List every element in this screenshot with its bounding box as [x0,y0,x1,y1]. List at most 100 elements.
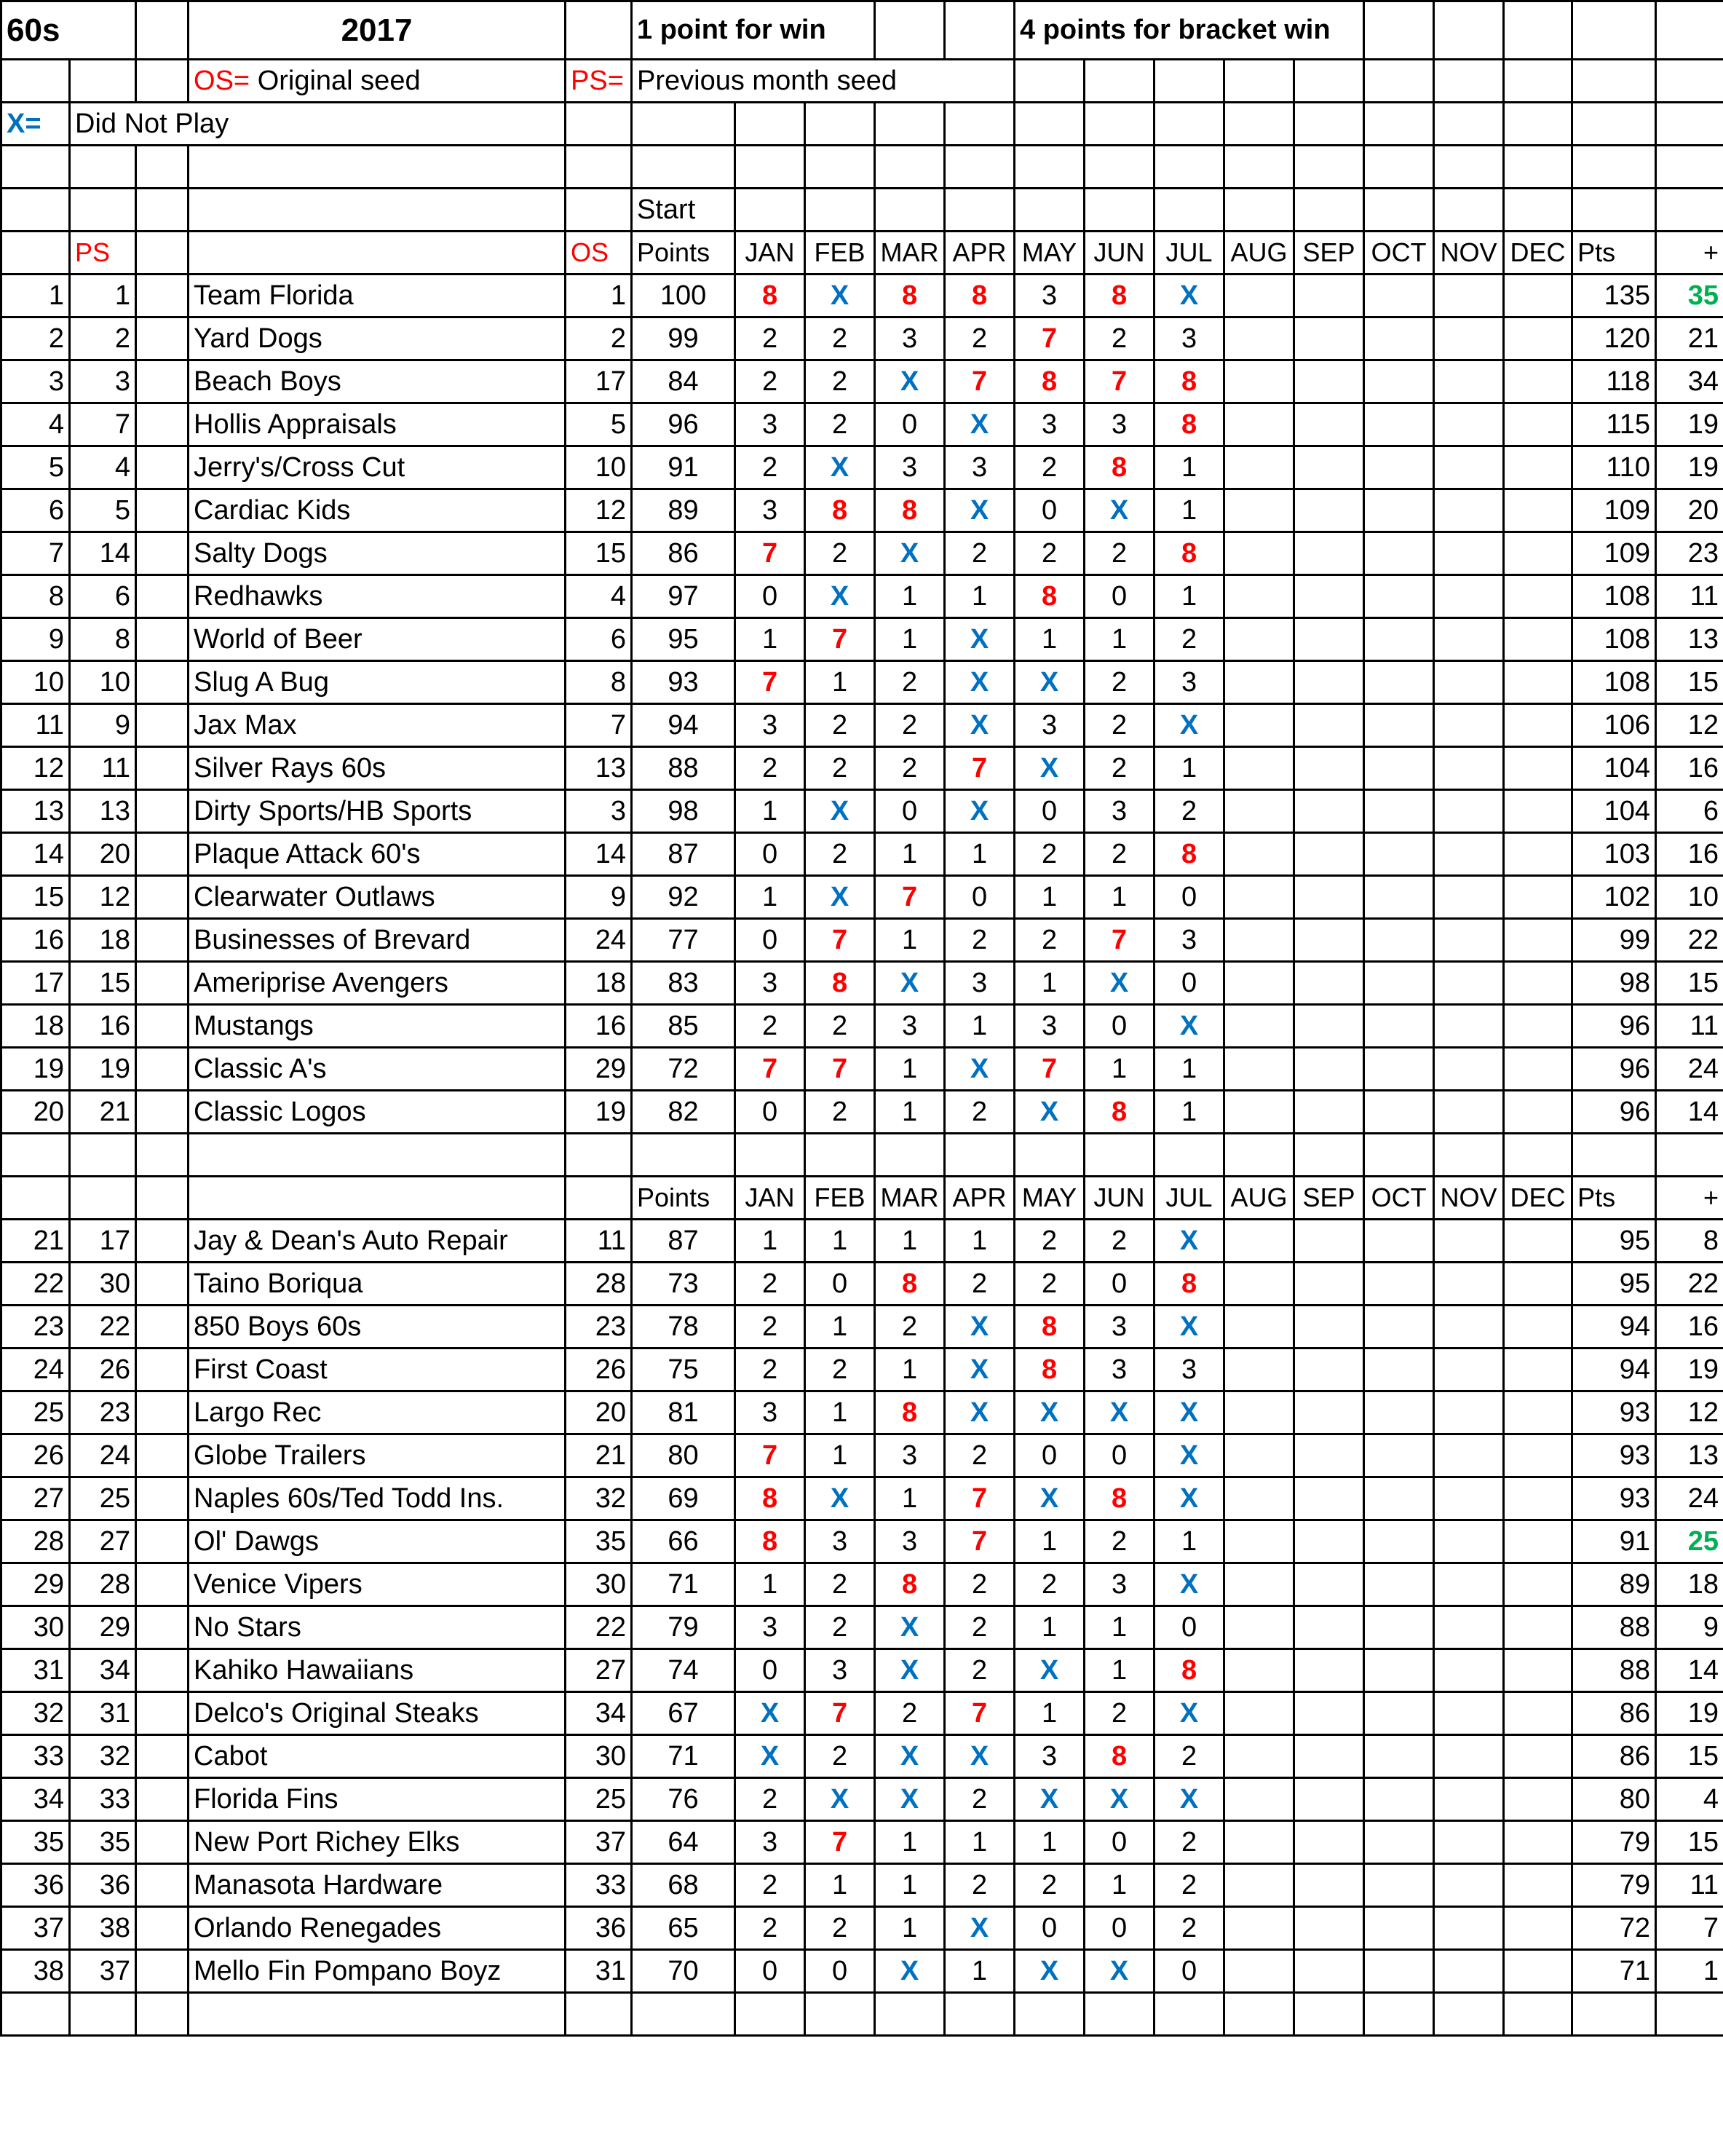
header-month-jan: JAN [734,230,807,275]
header-ps: PS [68,230,138,275]
previous-seed-cell: 32 [68,1734,138,1779]
team-name-cell: Businesses of Brevard [187,917,567,963]
empty-cell [135,1132,190,1177]
previous-seed-cell: 3 [68,359,138,404]
team-row: 18 16 Mustangs 16 85 2 2 3 1 3 0 X 96 11 [0,1003,1723,1049]
empty-cell [1363,1046,1435,1091]
empty-cell [1223,1991,1296,2037]
team-row: 7 14 Salty Dogs 15 86 7 2 X 2 2 2 8 109 23 [0,531,1723,576]
month-score-may: 0 [1013,488,1086,533]
empty-cell [1433,144,1505,189]
gain-cell: 9 [1655,1605,1723,1650]
previous-seed-cell: 20 [68,832,138,877]
total-points-cell: 71 [1571,1948,1657,1994]
month-score-jan: 7 [734,660,807,705]
month-score-feb: 7 [804,917,876,963]
month-score-apr: 2 [943,1433,1016,1478]
month-score-apr: 2 [943,1261,1016,1306]
team-name-cell: Cabot [187,1734,567,1779]
month-score-jun: 1 [1083,874,1156,920]
empty-cell [1293,1218,1366,1263]
month-score-jul: 8 [1153,1648,1226,1693]
empty-cell [1223,617,1296,662]
month-score-feb: 7 [804,1691,876,1736]
empty-cell [874,1991,946,2037]
empty-cell [1013,1991,1086,2037]
empty-cell [1223,316,1296,361]
start-points-cell: 99 [630,316,737,361]
empty-cell [1502,273,1574,318]
previous-seed-cell: 10 [68,660,138,705]
empty-cell [1223,101,1296,146]
empty-cell [187,144,567,189]
month-score-apr: 0 [943,874,1016,920]
original-seed-cell: 35 [564,1519,633,1564]
empty-cell [1571,0,1657,60]
month-score-feb: 8 [804,488,876,533]
empty-cell [1363,316,1435,361]
empty-cell [630,1132,737,1177]
month-score-jan: 2 [734,746,807,791]
gain-cell: 18 [1655,1562,1723,1607]
rank-cell: 15 [0,874,71,920]
month-score-jan: 3 [734,1820,807,1865]
month-score-jun: 3 [1083,1304,1156,1349]
total-points-cell: 80 [1571,1777,1657,1822]
empty-cell [1502,917,1574,963]
rank-cell: 12 [0,746,71,791]
empty-cell [1293,574,1366,619]
previous-seed-cell: 23 [68,1390,138,1435]
empty-cell [135,1906,190,1951]
empty-cell [1502,1648,1574,1693]
empty-cell [1433,617,1505,662]
ps-desc: Previous month seed [630,58,1016,103]
original-seed-cell: 18 [564,960,633,1006]
empty-cell [68,1175,138,1220]
empty-cell [1293,1906,1366,1951]
gain-cell: 22 [1655,1261,1723,1306]
empty-cell [1293,316,1366,361]
empty-cell [1153,144,1226,189]
empty-cell [1293,746,1366,791]
empty-cell [0,1175,71,1220]
month-score-jun: 1 [1083,1046,1156,1091]
team-row: 38 37 Mello Fin Pompano Boyz 31 70 0 0 X 1 X X 0 71 1 [0,1948,1723,1994]
team-name-cell: Jerry's/Cross Cut [187,445,567,490]
total-points-cell: 86 [1571,1734,1657,1779]
month-score-may: 2 [1013,1562,1086,1607]
previous-seed-cell: 19 [68,1046,138,1091]
total-points-cell: 86 [1571,1691,1657,1736]
gain-cell: 22 [1655,917,1723,963]
empty-cell [135,1691,190,1736]
empty-cell [1502,359,1574,404]
empty-cell [135,187,190,232]
team-name-cell: Delco's Original Steaks [187,1691,567,1736]
month-score-mar: 2 [874,746,946,791]
month-score-may: 1 [1013,617,1086,662]
empty-cell [1363,1261,1435,1306]
empty-cell [804,144,876,189]
empty-cell [1363,187,1435,232]
empty-cell [1502,1777,1574,1822]
month-score-mar: 3 [874,1519,946,1564]
empty-cell [1363,574,1435,619]
original-seed-cell: 34 [564,1691,633,1736]
empty-cell [1363,1304,1435,1349]
original-seed-cell: 31 [564,1948,633,1994]
month-score-jul: 1 [1153,445,1226,490]
month-score-may: 1 [1013,960,1086,1006]
month-score-jan: 2 [734,1304,807,1349]
month-score-may: 3 [1013,1734,1086,1779]
header-month-jun: JUN [1083,230,1156,275]
team-row: 30 29 No Stars 22 79 3 2 X 2 1 1 0 88 9 [0,1605,1723,1650]
gain-cell: 19 [1655,1347,1723,1392]
month-score-mar: 1 [874,1906,946,1951]
total-points-cell: 110 [1571,445,1657,490]
total-points-cell: 108 [1571,617,1657,662]
start-label: Start [630,187,737,232]
month-score-may: 3 [1013,273,1086,318]
month-score-apr: 7 [943,1519,1016,1564]
rank-cell: 22 [0,1261,71,1306]
empty-cell [1223,1820,1296,1865]
empty-cell [1293,445,1366,490]
